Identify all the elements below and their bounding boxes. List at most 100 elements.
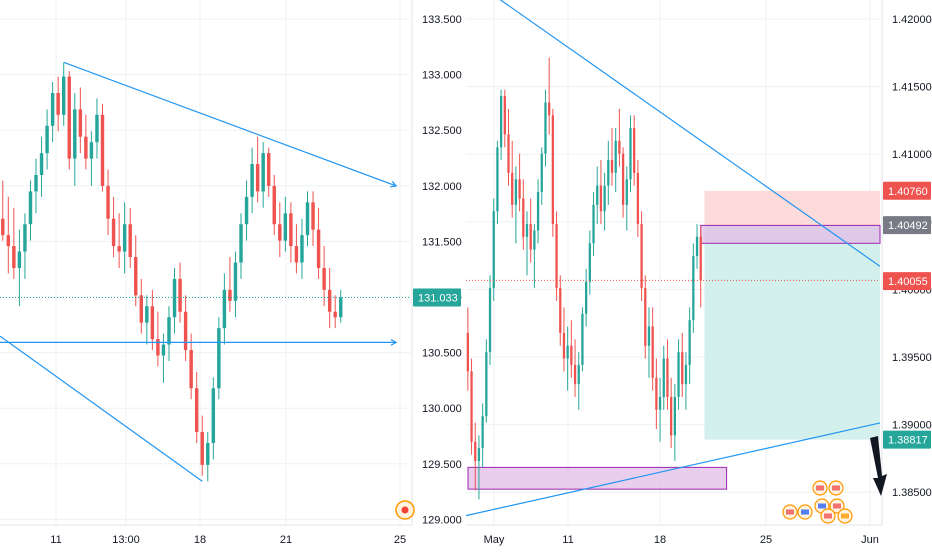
candle[interactable] — [178, 262, 182, 323]
candle[interactable] — [511, 140, 514, 218]
candle[interactable] — [629, 115, 632, 193]
candle[interactable] — [28, 180, 33, 241]
candle[interactable] — [518, 153, 521, 212]
event-flag-icon[interactable] — [797, 504, 813, 520]
time-axis[interactable]: May 11 18 25 Jun — [466, 524, 882, 546]
candle[interactable] — [61, 62, 66, 126]
candle[interactable] — [122, 202, 127, 274]
candle[interactable] — [23, 213, 27, 279]
entry-price-badge[interactable]: 1.40492 — [883, 216, 931, 235]
event-flag-icon[interactable] — [837, 508, 853, 524]
candle[interactable] — [536, 179, 540, 244]
candle[interactable] — [503, 89, 506, 148]
candle[interactable] — [111, 196, 116, 258]
supply-demand-zone[interactable] — [700, 224, 881, 244]
candle[interactable] — [117, 213, 121, 268]
candle[interactable] — [322, 246, 326, 307]
candle[interactable] — [56, 76, 60, 132]
candle[interactable] — [507, 108, 510, 186]
trendline[interactable] — [465, 422, 881, 517]
candle[interactable] — [233, 251, 238, 318]
candle[interactable] — [584, 268, 588, 327]
stop-loss-zone[interactable] — [704, 190, 880, 226]
trendline[interactable] — [466, 0, 881, 267]
candle[interactable] — [34, 158, 38, 214]
candle[interactable] — [289, 202, 293, 263]
candle[interactable] — [250, 147, 254, 214]
candle[interactable] — [189, 333, 193, 400]
candle[interactable] — [294, 224, 299, 274]
candle[interactable] — [474, 422, 477, 491]
candle[interactable] — [305, 191, 310, 247]
candle[interactable] — [134, 235, 138, 307]
candle[interactable] — [222, 273, 227, 345]
candle[interactable] — [692, 243, 695, 333]
candle[interactable] — [514, 166, 518, 244]
candle[interactable] — [470, 358, 473, 455]
candle[interactable] — [211, 377, 216, 460]
candle[interactable] — [529, 198, 532, 263]
candle[interactable] — [485, 339, 488, 423]
take-profit-zone[interactable] — [704, 225, 880, 440]
candle[interactable] — [67, 71, 71, 170]
target-price-badge[interactable]: 1.38817 — [883, 430, 931, 449]
candle[interactable] — [339, 289, 343, 323]
candle[interactable] — [618, 108, 621, 167]
candle[interactable] — [677, 339, 680, 410]
trendline[interactable] — [63, 61, 397, 187]
candle[interactable] — [78, 87, 83, 154]
candle[interactable] — [17, 229, 22, 307]
candle[interactable] — [100, 103, 105, 192]
candle[interactable] — [570, 320, 573, 378]
candle[interactable] — [551, 108, 555, 237]
candle[interactable] — [283, 196, 288, 252]
candle[interactable] — [607, 140, 610, 205]
chart-panel-2[interactable]: 1.420001.415001.410001.405001.400001.395… — [465, 0, 932, 546]
candle[interactable] — [50, 82, 55, 143]
candle[interactable] — [183, 295, 188, 361]
candle[interactable] — [45, 109, 49, 170]
candle[interactable] — [206, 432, 210, 482]
candle[interactable] — [577, 352, 580, 410]
candle[interactable] — [266, 147, 271, 197]
candle[interactable] — [12, 207, 16, 279]
candle[interactable] — [603, 172, 606, 231]
candle[interactable] — [73, 92, 77, 186]
candle[interactable] — [316, 207, 321, 279]
chart-panel-1[interactable]: 133.500 133.000 132.500 132.000 131.500 131.0… — [0, 0, 466, 546]
candle[interactable] — [662, 345, 665, 410]
candle[interactable] — [499, 89, 503, 161]
candle[interactable] — [555, 211, 558, 301]
candle[interactable] — [525, 211, 529, 276]
candle[interactable] — [327, 267, 332, 329]
candle[interactable] — [562, 307, 566, 372]
candle[interactable] — [145, 295, 149, 345]
candle[interactable] — [172, 267, 177, 334]
candle[interactable] — [655, 358, 658, 429]
candle[interactable] — [333, 295, 337, 329]
candle[interactable] — [522, 179, 525, 250]
candle[interactable] — [559, 275, 562, 346]
record-icon[interactable] — [395, 500, 415, 520]
candle[interactable] — [566, 326, 569, 391]
candle[interactable] — [272, 175, 276, 236]
candle[interactable] — [581, 307, 584, 372]
candle[interactable] — [540, 147, 543, 205]
candle[interactable] — [544, 89, 547, 167]
price-axis[interactable]: 1.420001.415001.410001.405001.400001.395… — [881, 0, 932, 525]
candle[interactable] — [39, 136, 44, 197]
candle[interactable] — [1, 180, 5, 241]
event-flag-icon[interactable] — [812, 480, 828, 496]
candle[interactable] — [89, 131, 94, 186]
candle[interactable] — [599, 160, 603, 225]
candle[interactable] — [625, 166, 628, 231]
candle[interactable] — [610, 128, 614, 186]
candle[interactable] — [644, 275, 647, 359]
candle[interactable] — [466, 307, 469, 391]
candle[interactable] — [492, 198, 495, 301]
candle[interactable] — [670, 377, 673, 449]
candle[interactable] — [217, 317, 221, 400]
candle[interactable] — [688, 307, 691, 385]
supply-demand-zone[interactable] — [467, 466, 728, 490]
trendline[interactable] — [0, 335, 203, 482]
